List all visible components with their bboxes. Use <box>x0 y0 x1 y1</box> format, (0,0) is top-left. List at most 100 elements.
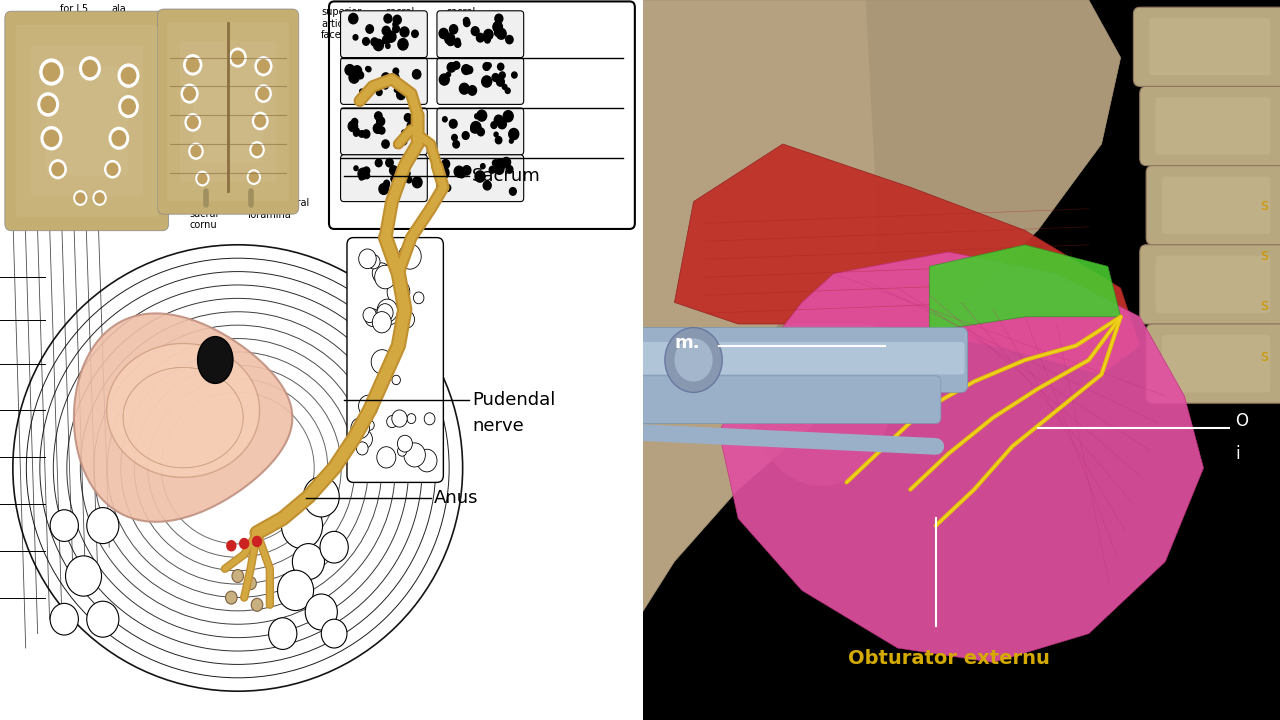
FancyBboxPatch shape <box>9 50 56 151</box>
Circle shape <box>358 168 367 179</box>
Circle shape <box>378 304 393 322</box>
Circle shape <box>439 74 449 85</box>
FancyBboxPatch shape <box>623 328 968 392</box>
Circle shape <box>399 310 415 328</box>
Text: ventral
sacral
foramina: ventral sacral foramina <box>38 128 82 161</box>
Circle shape <box>412 30 419 37</box>
Circle shape <box>493 160 498 166</box>
Circle shape <box>118 64 138 87</box>
Circle shape <box>355 128 360 133</box>
FancyBboxPatch shape <box>329 1 635 229</box>
Circle shape <box>364 307 376 323</box>
Circle shape <box>196 171 209 186</box>
Circle shape <box>50 160 67 179</box>
Circle shape <box>462 132 468 140</box>
FancyBboxPatch shape <box>1133 7 1280 86</box>
Circle shape <box>398 39 408 50</box>
Circle shape <box>477 110 486 121</box>
FancyBboxPatch shape <box>436 155 524 202</box>
Circle shape <box>252 112 268 130</box>
Circle shape <box>476 33 484 42</box>
Circle shape <box>413 292 424 304</box>
Circle shape <box>397 90 406 99</box>
Circle shape <box>389 166 398 175</box>
Circle shape <box>95 193 104 203</box>
Circle shape <box>38 93 59 116</box>
Circle shape <box>453 62 460 69</box>
FancyBboxPatch shape <box>5 11 169 230</box>
FancyBboxPatch shape <box>340 108 428 155</box>
Circle shape <box>321 619 347 648</box>
Circle shape <box>393 25 399 32</box>
Circle shape <box>375 112 381 120</box>
Circle shape <box>365 173 370 179</box>
FancyBboxPatch shape <box>1162 176 1271 234</box>
Circle shape <box>454 166 463 177</box>
Circle shape <box>292 544 325 580</box>
Circle shape <box>407 413 416 423</box>
Circle shape <box>447 63 456 72</box>
Circle shape <box>367 255 380 269</box>
Circle shape <box>393 340 401 349</box>
Polygon shape <box>74 313 292 522</box>
Circle shape <box>503 111 513 122</box>
Circle shape <box>402 130 407 135</box>
Circle shape <box>371 350 393 374</box>
Circle shape <box>108 163 118 175</box>
Circle shape <box>387 415 398 428</box>
Circle shape <box>506 88 511 94</box>
Circle shape <box>502 84 507 89</box>
Circle shape <box>227 541 236 551</box>
Text: dorsal
wall: dorsal wall <box>168 97 197 119</box>
Circle shape <box>398 244 421 269</box>
FancyBboxPatch shape <box>168 22 289 201</box>
Text: sacral
cornu: sacral cornu <box>189 209 219 230</box>
Circle shape <box>349 72 360 83</box>
Circle shape <box>495 137 502 144</box>
Text: sacral
tuberosi: sacral tuberosi <box>447 7 486 29</box>
Circle shape <box>255 57 271 76</box>
Circle shape <box>282 503 323 549</box>
Circle shape <box>449 41 453 45</box>
Circle shape <box>412 177 422 188</box>
Circle shape <box>374 40 384 50</box>
Circle shape <box>41 127 61 150</box>
Circle shape <box>353 130 358 136</box>
Circle shape <box>189 143 204 159</box>
Circle shape <box>356 442 369 455</box>
FancyBboxPatch shape <box>627 342 964 374</box>
Circle shape <box>458 169 466 178</box>
Circle shape <box>477 128 484 136</box>
Circle shape <box>417 449 436 472</box>
Text: m.: m. <box>675 333 700 351</box>
Circle shape <box>41 96 55 112</box>
Text: medial
crest: medial crest <box>168 140 200 162</box>
Circle shape <box>494 30 500 36</box>
Circle shape <box>358 131 365 138</box>
Circle shape <box>44 63 59 81</box>
Text: Sacrum: Sacrum <box>472 167 541 185</box>
Circle shape <box>278 570 314 611</box>
Circle shape <box>443 117 447 122</box>
FancyBboxPatch shape <box>1146 324 1280 403</box>
FancyBboxPatch shape <box>436 58 524 104</box>
Circle shape <box>52 163 64 176</box>
FancyBboxPatch shape <box>15 25 157 217</box>
Circle shape <box>87 508 119 544</box>
Circle shape <box>365 420 374 431</box>
Polygon shape <box>643 0 1121 612</box>
Circle shape <box>406 171 410 176</box>
Circle shape <box>365 86 370 91</box>
Circle shape <box>509 139 513 143</box>
Circle shape <box>484 30 493 40</box>
Circle shape <box>187 117 198 128</box>
Polygon shape <box>675 144 1139 374</box>
Circle shape <box>499 72 506 78</box>
Circle shape <box>449 24 458 34</box>
Circle shape <box>320 531 348 563</box>
Circle shape <box>357 72 364 78</box>
Circle shape <box>358 395 378 417</box>
Circle shape <box>408 89 412 94</box>
Circle shape <box>366 66 370 71</box>
Circle shape <box>398 284 407 294</box>
